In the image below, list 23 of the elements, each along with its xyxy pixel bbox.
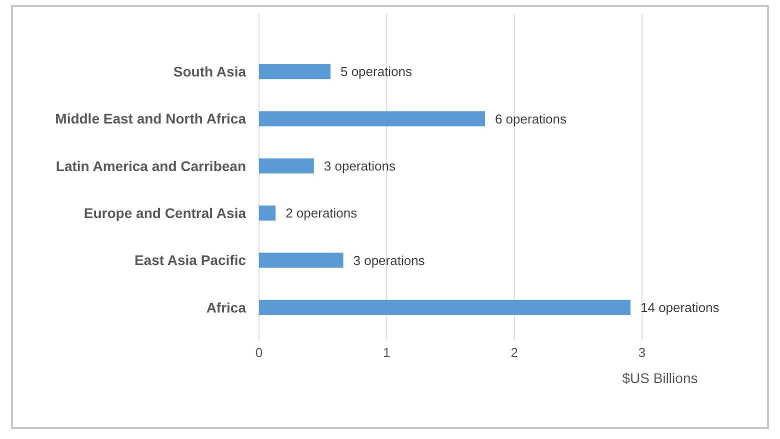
x-tick-label: 2 — [510, 345, 518, 360]
y-tick-label: East Asia Pacific — [134, 252, 246, 268]
annotation: 3 operations — [353, 252, 426, 268]
annotation: 6 operations — [494, 111, 568, 126]
y-tick-label: Africa — [206, 299, 246, 316]
bar — [259, 300, 631, 315]
y-tick-label: Latin America and Carribean — [56, 158, 246, 174]
x-tick-label: 0 — [255, 345, 263, 360]
annotation: 2 operations — [286, 206, 358, 221]
bar — [259, 206, 276, 221]
x-tick-label: 3 — [638, 345, 646, 360]
bar — [259, 111, 485, 126]
annotation: 5 operations — [340, 64, 413, 80]
annotation: 3 operations — [324, 158, 396, 174]
annotation: 14 operations — [640, 300, 720, 315]
bar — [259, 64, 330, 80]
x-tick-label: 1 — [383, 345, 390, 360]
bar — [259, 252, 344, 268]
x-axis-title: $US Billions — [622, 370, 698, 386]
y-tick-label: Middle East and North Africa — [55, 110, 246, 127]
y-tick-label: Europe and Central Asia — [84, 204, 246, 221]
y-tick-label: South Asia — [173, 63, 246, 80]
bar — [259, 158, 314, 174]
